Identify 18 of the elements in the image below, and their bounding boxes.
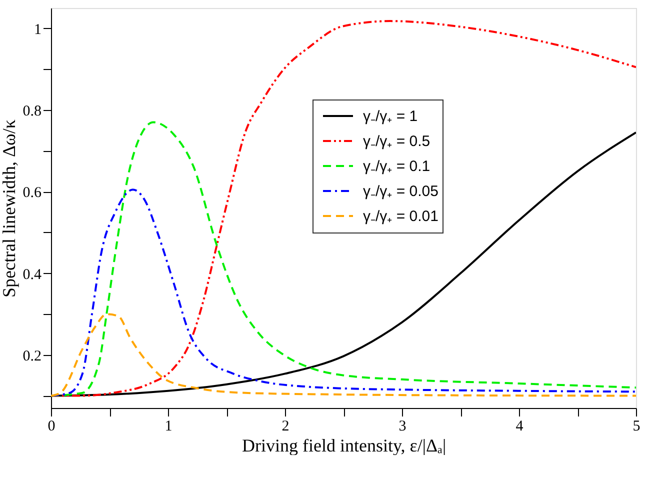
x-tick-label: 4 — [516, 418, 524, 434]
y-tick-label: 0.4 — [22, 266, 42, 283]
x-tick-label: 0 — [48, 418, 56, 434]
legend-label: γ₋/γ₊ = 0.5 — [363, 133, 430, 150]
y-tick-label: 0.8 — [22, 104, 42, 120]
x-tick-label: 5 — [632, 418, 640, 434]
y-tick-label: 1 — [34, 22, 42, 38]
y-tick-label: 0.6 — [22, 185, 42, 202]
y-tick-label: 0.2 — [22, 348, 42, 364]
legend-label: γ₋/γ₊ = 0.05 — [363, 183, 438, 200]
y-axis-title: Spectral linewidth, Δω/κ — [0, 120, 19, 298]
legend-label: γ₋/γ₊ = 0.1 — [363, 158, 430, 175]
legend-label: γ₋/γ₊ = 1 — [363, 108, 418, 125]
x-tick-label: 1 — [164, 418, 172, 434]
line-series — [51, 313, 636, 397]
x-tick-label: 3 — [398, 418, 406, 434]
x-tick-label: 2 — [282, 418, 290, 434]
legend-label: γ₋/γ₊ = 0.01 — [363, 208, 438, 225]
